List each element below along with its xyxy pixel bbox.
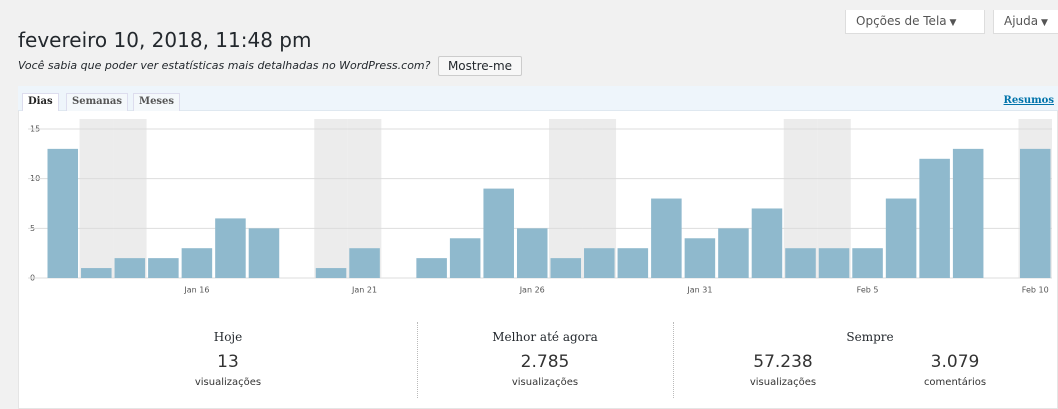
bar	[114, 258, 146, 278]
weekend-shade	[79, 119, 114, 278]
tab[interactable]: Meses	[133, 93, 181, 111]
bar	[148, 258, 179, 278]
stat-heading: Hoje	[213, 330, 243, 344]
bar	[684, 238, 716, 278]
x-tick-label: Feb 10	[1022, 286, 1049, 295]
bar	[584, 248, 615, 278]
page-title: fevereiro 10, 2018, 11:48 pm	[18, 28, 312, 52]
stat-value: 2.785	[520, 352, 570, 372]
screen-options-button[interactable]: Opções de Tela	[845, 10, 985, 34]
x-tick-label: Feb 5	[857, 286, 879, 295]
x-tick-label: Jan 16	[183, 286, 209, 295]
bar	[349, 248, 380, 278]
bar	[617, 248, 649, 278]
stat-value: 3.079	[930, 352, 980, 372]
notice-text: Você sabia que poder ver estatísticas ma…	[18, 59, 431, 72]
weekend-shade	[549, 119, 583, 278]
bar	[416, 258, 447, 278]
stat-unit: comentários	[923, 377, 987, 388]
bar	[181, 248, 213, 278]
bar	[785, 248, 816, 278]
summary-link[interactable]: Resumos	[1003, 95, 1054, 106]
bar	[248, 228, 280, 278]
stat-unit: visualizações	[194, 377, 262, 388]
bar	[751, 208, 783, 278]
weekend-shade	[113, 119, 147, 278]
bar	[516, 228, 548, 278]
bar	[818, 248, 850, 278]
tab[interactable]: Semanas	[66, 93, 129, 111]
show-me-button[interactable]: Mostre-me	[438, 56, 522, 76]
bar	[81, 268, 112, 278]
bar	[449, 238, 481, 278]
stat-unit: visualizações	[749, 377, 817, 388]
bar	[952, 148, 984, 278]
bar	[315, 268, 347, 278]
x-tick-label: Jan 31	[686, 286, 712, 295]
bar	[852, 248, 883, 278]
x-tick-label: Jan 26	[519, 286, 545, 295]
help-button[interactable]: Ajuda	[993, 10, 1058, 34]
stat-heading: Melhor até agora	[492, 330, 598, 344]
bar	[718, 228, 749, 278]
bar	[1019, 148, 1051, 278]
divider	[417, 322, 418, 398]
x-tick-label: Jan 21	[351, 286, 377, 295]
stat-unit: visualizações	[511, 377, 579, 388]
stat-heading: Sempre	[846, 330, 894, 344]
tab-bar	[18, 86, 1058, 111]
bar	[919, 158, 950, 278]
bar	[215, 218, 246, 278]
bar	[651, 198, 682, 278]
bar	[47, 148, 79, 278]
weekend-shade	[314, 119, 348, 278]
stat-value: 13	[217, 352, 239, 372]
stat-value: 57.238	[753, 352, 813, 372]
bar	[550, 258, 582, 278]
tab[interactable]: Dias	[22, 93, 59, 111]
bar	[885, 198, 917, 278]
bar	[483, 188, 514, 278]
divider	[673, 322, 674, 398]
